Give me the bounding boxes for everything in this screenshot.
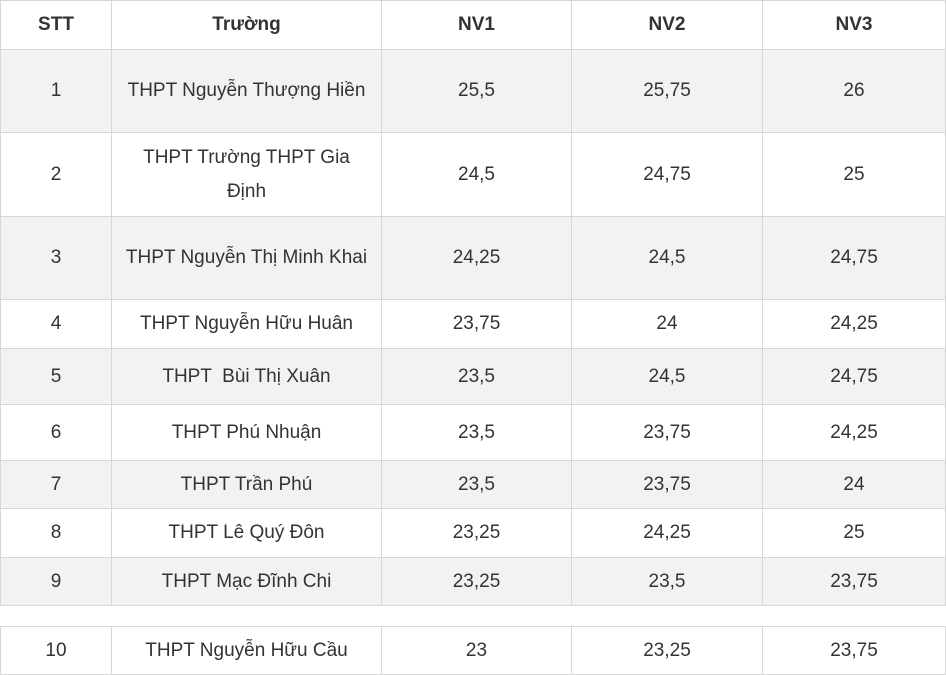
header-stt: STT (0, 1, 111, 49)
cell-nv3: 25 (762, 133, 946, 216)
cell-nv2: 25,75 (571, 50, 762, 132)
table-row: 2 THPT Trường THPT Gia Định 24,5 24,75 2… (0, 133, 946, 217)
cell-nv1: 24,25 (381, 217, 571, 299)
header-nv2: NV2 (571, 1, 762, 49)
table-row: 7 THPT Trần Phú 23,5 23,75 24 (0, 461, 946, 509)
cell-stt: 10 (0, 627, 111, 674)
table-row: 10 THPT Nguyễn Hữu Cầu 23 23,25 23,75 (0, 626, 946, 675)
header-school: Trường (111, 1, 381, 49)
cell-nv1: 23,75 (381, 300, 571, 348)
cell-stt: 8 (0, 509, 111, 557)
header-nv1: NV1 (381, 1, 571, 49)
cell-school: THPT Nguyễn Thị Minh Khai (111, 217, 381, 299)
table-row: 9 THPT Mạc Đĩnh Chi 23,25 23,5 23,75 (0, 558, 946, 606)
cell-nv2: 24,25 (571, 509, 762, 557)
cell-nv2: 23,25 (571, 627, 762, 674)
cell-stt: 3 (0, 217, 111, 299)
cell-school: THPT Mạc Đĩnh Chi (111, 558, 381, 605)
cell-nv2: 24,5 (571, 349, 762, 404)
cell-stt: 6 (0, 405, 111, 460)
cell-nv1: 23,25 (381, 558, 571, 605)
cell-nv1: 24,5 (381, 133, 571, 216)
table-row: 5 THPT Bùi Thị Xuân 23,5 24,5 24,75 (0, 349, 946, 405)
cell-nv3: 24,25 (762, 405, 946, 460)
cell-nv2: 23,75 (571, 405, 762, 460)
table-gap (0, 606, 946, 626)
cell-nv1: 23,25 (381, 509, 571, 557)
cell-stt: 4 (0, 300, 111, 348)
table-row: 6 THPT Phú Nhuận 23,5 23,75 24,25 (0, 405, 946, 461)
cell-nv3: 23,75 (762, 627, 946, 674)
cell-nv3: 26 (762, 50, 946, 132)
cell-nv3: 23,75 (762, 558, 946, 605)
cell-nv3: 24,75 (762, 217, 946, 299)
table-row: 3 THPT Nguyễn Thị Minh Khai 24,25 24,5 2… (0, 217, 946, 300)
cell-stt: 7 (0, 461, 111, 508)
cell-school: THPT Nguyễn Hữu Huân (111, 300, 381, 348)
cell-stt: 5 (0, 349, 111, 404)
cell-nv3: 25 (762, 509, 946, 557)
cell-nv1: 23,5 (381, 405, 571, 460)
cell-nv1: 23,5 (381, 349, 571, 404)
cell-nv1: 23,5 (381, 461, 571, 508)
cell-school: THPT Nguyễn Thượng Hiền (111, 50, 381, 132)
cell-school: THPT Trần Phú (111, 461, 381, 508)
table-row: 8 THPT Lê Quý Đôn 23,25 24,25 25 (0, 509, 946, 558)
cell-nv2: 23,5 (571, 558, 762, 605)
header-nv3: NV3 (762, 1, 946, 49)
cell-school: THPT Bùi Thị Xuân (111, 349, 381, 404)
cell-nv2: 24,75 (571, 133, 762, 216)
cell-school: THPT Nguyễn Hữu Cầu (111, 627, 381, 674)
cell-nv2: 23,75 (571, 461, 762, 508)
cell-nv2: 24 (571, 300, 762, 348)
cell-nv1: 23 (381, 627, 571, 674)
table-row: 1 THPT Nguyễn Thượng Hiền 25,5 25,75 26 (0, 50, 946, 133)
table-header-row: STT Trường NV1 NV2 NV3 (0, 0, 946, 50)
cell-nv3: 24,75 (762, 349, 946, 404)
cell-nv3: 24,25 (762, 300, 946, 348)
cell-nv3: 24 (762, 461, 946, 508)
cell-stt: 2 (0, 133, 111, 216)
cell-stt: 9 (0, 558, 111, 605)
cell-school: THPT Trường THPT Gia Định (111, 133, 381, 216)
table-row: 4 THPT Nguyễn Hữu Huân 23,75 24 24,25 (0, 300, 946, 349)
cell-school: THPT Phú Nhuận (111, 405, 381, 460)
cell-nv1: 25,5 (381, 50, 571, 132)
cell-school: THPT Lê Quý Đôn (111, 509, 381, 557)
cell-nv2: 24,5 (571, 217, 762, 299)
cell-stt: 1 (0, 50, 111, 132)
